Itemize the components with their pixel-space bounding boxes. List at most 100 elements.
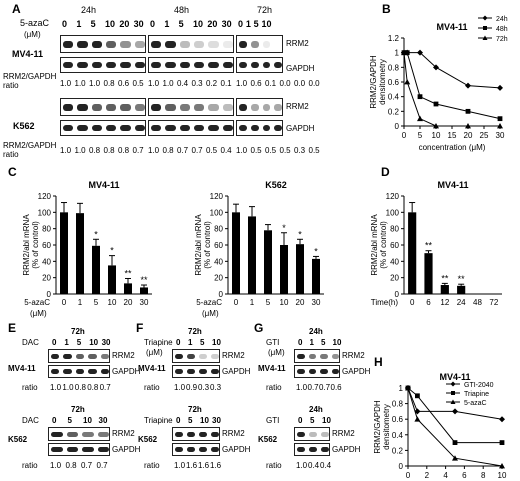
blot-band: [91, 62, 102, 68]
ratio-value: 0.5: [265, 146, 277, 155]
drug-label: GTI: [266, 416, 280, 425]
blot-band: [165, 125, 176, 131]
bar-10: [108, 265, 116, 294]
ratio-value: 0.3: [191, 79, 203, 88]
blot-band: [91, 125, 102, 131]
series-line-5-azaC: [407, 387, 503, 467]
blot-band: [321, 431, 329, 437]
blot-band: [250, 103, 259, 111]
dose-label: 5: [76, 338, 82, 347]
blot-band: [187, 353, 195, 359]
x-tick-label: 5: [418, 131, 423, 140]
blot-band: [222, 40, 233, 48]
blot-rrm2-mv411: [148, 35, 234, 53]
dose-label: 10: [322, 416, 331, 425]
blot-band: [120, 125, 131, 131]
dose-label: 1: [164, 19, 170, 29]
blot-band: [179, 103, 190, 111]
ratio-value: 0.1: [265, 79, 277, 88]
y-tick-label: 20: [214, 274, 223, 283]
blot-band: [211, 447, 219, 452]
ratio-value: 1.0: [50, 383, 62, 392]
bar-1: [76, 213, 84, 294]
dose-label: 30: [221, 19, 232, 29]
ratio-value: 0.8: [89, 146, 101, 155]
time-72h: 72h: [257, 5, 273, 15]
data-point: [452, 408, 458, 415]
unit-label: (μM): [24, 30, 41, 39]
cell-line-mv411: MV4-11: [258, 364, 286, 373]
blot-band: [100, 353, 109, 359]
ratio-value: 0.8: [74, 383, 86, 392]
legend-marker: [450, 399, 456, 404]
blot-band: [120, 62, 131, 68]
dose-label: 5: [321, 338, 326, 347]
time-label: 72h: [71, 405, 85, 414]
ratio-word: ratio: [266, 383, 282, 392]
y-axis-label: (% of control): [31, 221, 40, 269]
blot-band: [309, 431, 317, 437]
blot-band: [187, 369, 195, 374]
blot-band: [222, 125, 233, 131]
blot-band: [331, 369, 339, 374]
blot-band: [51, 369, 60, 374]
dose-label: 30: [212, 416, 221, 425]
y-axis-label: RRM2/abl mRNA: [194, 214, 203, 276]
ratio-value: 0.5: [250, 146, 262, 155]
blot-rrm2-k562: [60, 98, 146, 116]
ratio-value: 1.0: [50, 461, 62, 470]
blot-band: [97, 431, 109, 437]
label-rrm2: RRM2: [222, 351, 245, 360]
significance-mark: **: [458, 274, 466, 284]
blot-band: [106, 103, 117, 111]
y-tick-label: 40: [390, 257, 399, 266]
series-line-Triapine: [407, 387, 502, 444]
y-tick-label: 40: [214, 257, 223, 266]
label-rrm2: RRM2: [222, 429, 245, 438]
x-tick-label: 48: [473, 298, 482, 307]
blot-band: [320, 353, 328, 359]
ratio-value: 0.0: [308, 79, 320, 88]
blot-band: [106, 40, 117, 48]
bar-5: [92, 245, 100, 294]
y-tick-label: 0.6: [388, 78, 400, 87]
data-point: [417, 115, 423, 122]
y-tick-label: 100: [38, 208, 52, 217]
ratio-value: 0.0: [294, 79, 306, 88]
ratio-value: 1.6: [186, 461, 198, 470]
blot-gapdh-mv411: [236, 57, 283, 73]
blot-gapdh: [294, 443, 330, 456]
dose-label: 1: [76, 19, 82, 29]
ratio-value: 0.6: [250, 79, 262, 88]
ratio-word: ratio: [3, 81, 19, 90]
ratio-value: 0.8: [65, 461, 77, 470]
ratio-value: 0.8: [103, 146, 115, 155]
chart-title: MV4-11: [88, 180, 119, 190]
y-tick-label: 40: [42, 257, 51, 266]
ratio-value: 0.6: [118, 79, 130, 88]
y-tick-label: 60: [390, 241, 399, 250]
data-point: [405, 385, 411, 391]
x-axis-label: Time(h): [371, 298, 399, 307]
time-label: 24h: [309, 405, 323, 414]
y-axis-label: densitometry: [382, 404, 391, 450]
x-tick-label: 12: [440, 298, 449, 307]
significance-mark: **: [124, 268, 132, 278]
blot-band: [134, 40, 145, 48]
time-label: 72h: [188, 405, 202, 414]
blot-band: [250, 40, 259, 48]
blot-band: [120, 40, 131, 48]
x-axis-label: 5-azaC: [24, 298, 50, 307]
label-rrm2: RRM2: [342, 351, 365, 360]
label-gapdh: GAPDH: [112, 445, 141, 454]
label-rrm2: RRM2: [332, 429, 355, 438]
blot-band: [77, 62, 88, 68]
bar-6: [424, 253, 433, 294]
dose-label: 5: [310, 416, 315, 425]
y-tick-label: 60: [42, 241, 51, 250]
unit-label: (μM): [146, 348, 163, 357]
bar-30: [140, 287, 148, 294]
drug-label: GTI: [266, 338, 280, 347]
blot-band: [175, 431, 183, 437]
dose-label: 0: [298, 416, 303, 425]
